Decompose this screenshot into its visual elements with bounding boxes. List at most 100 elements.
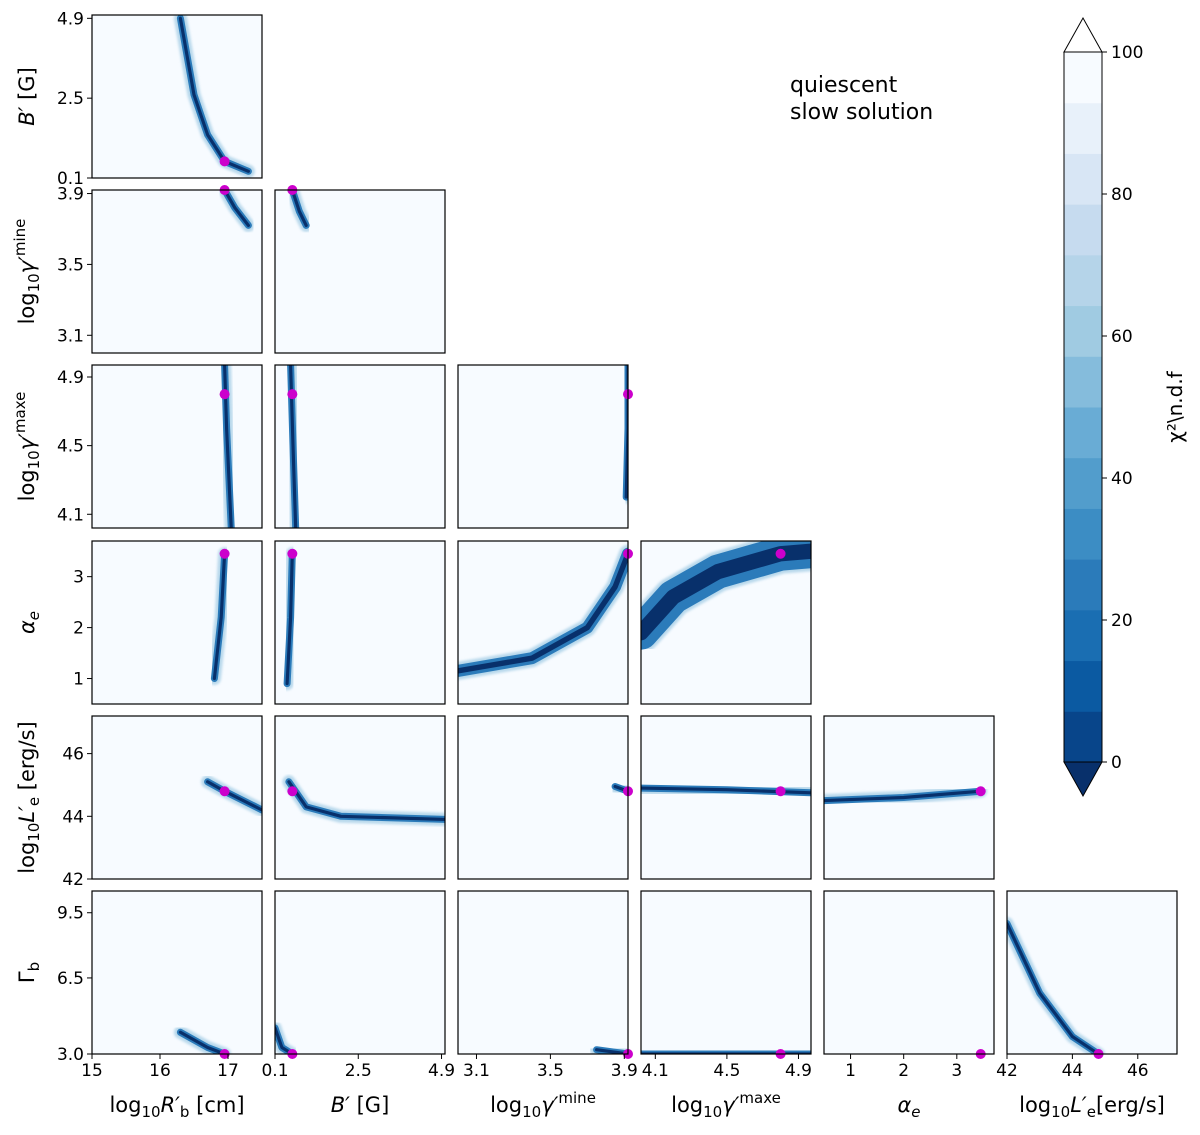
panel-gmin-vs-B	[274, 185, 446, 354]
colorbar-level	[1064, 254, 1102, 307]
x-tick-label: 3.9	[611, 1061, 638, 1081]
panel-L-vs-a	[823, 715, 995, 880]
valley-group	[218, 365, 238, 528]
panel-frame	[91, 364, 263, 529]
panel-frame	[823, 890, 995, 1055]
valley-core	[212, 552, 227, 681]
panel-L-vs-R: 42 44 46	[62, 715, 263, 890]
x-axis-label-B: B′ [G]	[331, 1093, 390, 1117]
y-tick-label: 3.0	[57, 1045, 84, 1065]
x-tick-label: 44	[1062, 1061, 1084, 1081]
x-tick-label: 4.5	[713, 1061, 740, 1081]
y-tick-label: 4.9	[57, 368, 84, 388]
valley-group	[590, 1043, 628, 1054]
panel-frame	[91, 715, 263, 880]
valley-core	[1007, 922, 1101, 1054]
valley-group	[280, 547, 299, 691]
y-tick-label: 2.5	[57, 89, 84, 109]
colorbar-frame	[1063, 51, 1103, 763]
x-axis-label-L: log10L′e[erg/s]	[1019, 1093, 1165, 1121]
best-fit-marker	[219, 389, 230, 400]
panel-frame	[274, 890, 446, 1055]
valley-core	[641, 543, 811, 641]
panel-gmax-vs-gmin	[457, 364, 633, 529]
panel-frame	[457, 890, 629, 1055]
panel-frame	[457, 540, 629, 705]
best-fit-marker	[975, 786, 986, 797]
panel-frame	[457, 715, 629, 880]
x-tick-label: 16	[149, 1061, 171, 1081]
y-tick-label: 4.5	[57, 437, 84, 457]
panel-a-vs-gmin	[457, 540, 633, 705]
panel-frame	[274, 364, 446, 529]
panel-gmin-vs-R: 3.1 3.5 3.9	[57, 185, 263, 354]
x-tick-label: 4.1	[642, 1061, 669, 1081]
panel-background	[641, 891, 811, 1054]
panel-frame	[640, 540, 812, 705]
y-tick-label: 0.1	[57, 169, 84, 189]
x-axis-label-gmax: log10γ′maxe	[671, 1089, 781, 1121]
panel-frame	[91, 189, 263, 354]
x-tick-label: 2.5	[345, 1061, 372, 1081]
colorbar-level	[1064, 711, 1102, 763]
y-axis-label-B: B′ [G]	[15, 67, 39, 126]
x-tick-label: 3.1	[463, 1061, 490, 1081]
best-fit-marker	[775, 548, 786, 559]
valley-group	[207, 547, 232, 685]
valley-core	[824, 789, 983, 803]
x-axis-label-gmin: log10γ′mine	[490, 1089, 596, 1121]
panel-G-vs-B: 0.1 2.5 4.9	[261, 890, 455, 1081]
y-tick-label: 3.9	[57, 185, 84, 205]
y-tick-label: 3.5	[57, 255, 84, 275]
y-tick-label: 2	[73, 619, 84, 639]
x-tick-label: 42	[996, 1061, 1018, 1081]
valley-core	[178, 1030, 227, 1054]
y-axis-labels: B′ [G] log10γ′mine log10γ′maxe αe log10L′e […	[11, 67, 43, 983]
panel-background	[92, 15, 262, 178]
panel-L-vs-B	[274, 715, 446, 880]
panel-L-vs-gmin	[457, 715, 633, 880]
valley-group	[285, 190, 313, 232]
y-tick-label: 42	[62, 870, 84, 890]
panel-a-vs-B	[274, 540, 446, 705]
y-tick-label: 9.5	[57, 904, 84, 924]
y-tick-label: 1	[73, 670, 84, 690]
panel-background	[458, 891, 628, 1054]
valley-core	[285, 552, 294, 686]
valley-group	[1007, 917, 1105, 1054]
colorbar-tick-label: 60	[1111, 327, 1133, 347]
valley-core	[287, 780, 445, 821]
valley-group	[458, 544, 628, 680]
colorbar-level	[1064, 407, 1102, 459]
colorbar-level	[1064, 457, 1102, 509]
x-tick-label: 3	[951, 1061, 962, 1081]
panel-background	[458, 541, 628, 704]
panel-frame	[91, 540, 263, 705]
best-fit-marker	[219, 786, 230, 797]
panel-grid: 0.12.54.93.13.53.94.14.54.91234244463.06…	[57, 9, 1178, 1081]
best-fit-marker	[287, 786, 298, 797]
x-tick-label: 15	[81, 1061, 103, 1081]
annotation: quiescent slow solution	[790, 72, 933, 126]
x-axis-label-a: αe	[897, 1093, 920, 1121]
panel-background	[275, 541, 445, 704]
valley-group	[218, 190, 255, 232]
valley-group	[173, 15, 255, 178]
y-axis-label-a: αe	[15, 611, 43, 634]
panel-G-vs-gmax: 4.1 4.5 4.9	[640, 890, 812, 1081]
colorbar-extend-low	[1063, 761, 1103, 798]
panel-frame	[274, 189, 446, 354]
valley-group	[173, 1025, 232, 1054]
x-axis-label-R: log10R′b [cm]	[109, 1093, 244, 1121]
x-tick-label: 46	[1127, 1061, 1149, 1081]
valley-core	[178, 16, 250, 173]
y-tick-label: 3	[73, 568, 84, 588]
panel-frame	[640, 715, 812, 880]
panel-frame	[91, 890, 263, 1055]
panel-background	[458, 365, 628, 528]
valley-core	[458, 551, 628, 674]
panel-frame	[274, 715, 446, 880]
colorbar: 0 20 40 60 80 100 χ²\n.d.f	[1063, 16, 1187, 798]
colorbar-extend-high	[1063, 16, 1103, 53]
